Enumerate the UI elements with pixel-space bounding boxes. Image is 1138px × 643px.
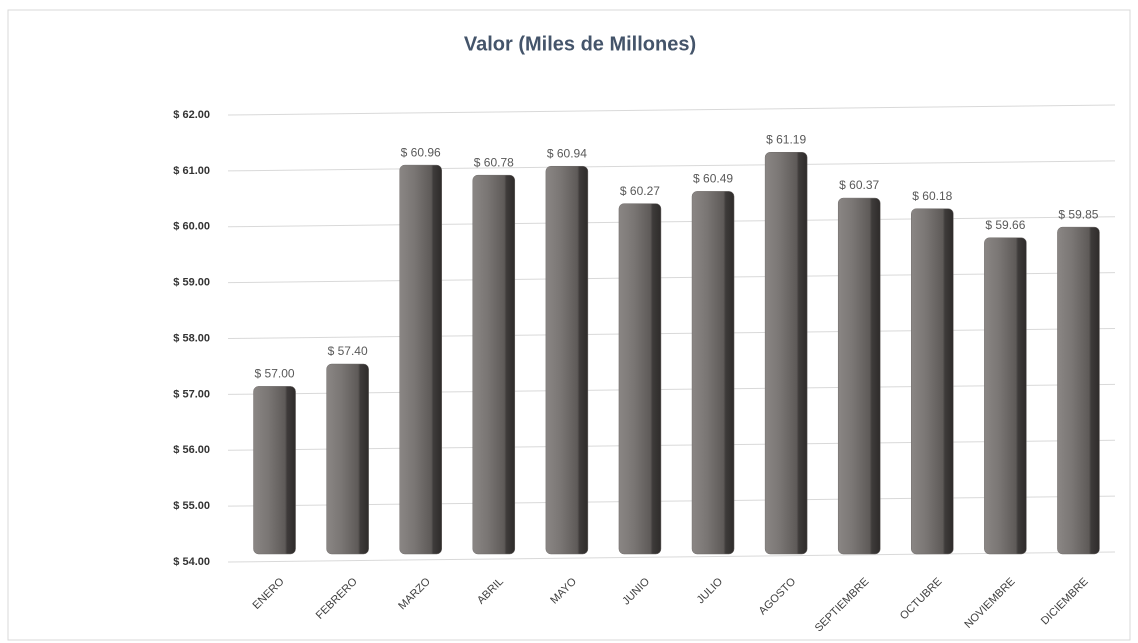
value-label: $ 57.40 <box>328 344 368 358</box>
value-label: $ 61.19 <box>766 132 806 146</box>
bar <box>837 197 881 555</box>
grid-line <box>227 104 1116 116</box>
value-label: $ 57.00 <box>255 367 295 381</box>
bar <box>911 208 954 555</box>
grid-line <box>227 328 1116 339</box>
bar <box>545 165 589 555</box>
bar <box>618 203 662 555</box>
value-label: $ 60.37 <box>839 178 879 192</box>
chart-title: Valor (Miles de Millones) <box>464 33 696 55</box>
bar <box>326 363 369 555</box>
bar <box>1057 226 1100 555</box>
y-tick-label: $ 59.00 <box>173 277 210 289</box>
value-label: $ 60.27 <box>620 184 660 198</box>
y-tick-label: $ 61.00 <box>173 165 210 177</box>
grid-line <box>227 495 1116 507</box>
y-tick-label: $ 54.00 <box>173 556 210 568</box>
value-label: $ 60.96 <box>401 145 441 159</box>
value-label: $ 59.66 <box>985 218 1025 232</box>
y-tick-label: $ 55.00 <box>173 500 210 512</box>
value-label: $ 60.94 <box>547 146 587 160</box>
y-tick-label: $ 57.00 <box>173 388 210 400</box>
y-tick-label: $ 58.00 <box>173 332 210 344</box>
bar <box>253 386 296 555</box>
grid-line <box>227 160 1116 172</box>
grid-line <box>227 383 1116 395</box>
y-tick-label: $ 62.00 <box>173 109 210 121</box>
bar <box>399 164 442 555</box>
grid-line <box>227 439 1116 451</box>
value-label: $ 59.85 <box>1058 207 1098 221</box>
bar <box>472 174 516 555</box>
grid-line <box>227 272 1116 284</box>
y-tick-label: $ 60.00 <box>173 221 210 233</box>
bar <box>764 152 808 555</box>
value-label: $ 60.18 <box>912 189 952 203</box>
value-label: $ 60.49 <box>693 172 733 186</box>
value-label: $ 60.78 <box>474 155 514 169</box>
grid-line <box>227 216 1116 228</box>
y-tick-label: $ 56.00 <box>173 444 210 456</box>
grid-line <box>227 551 1116 563</box>
bar <box>984 237 1027 555</box>
bar <box>691 191 735 555</box>
